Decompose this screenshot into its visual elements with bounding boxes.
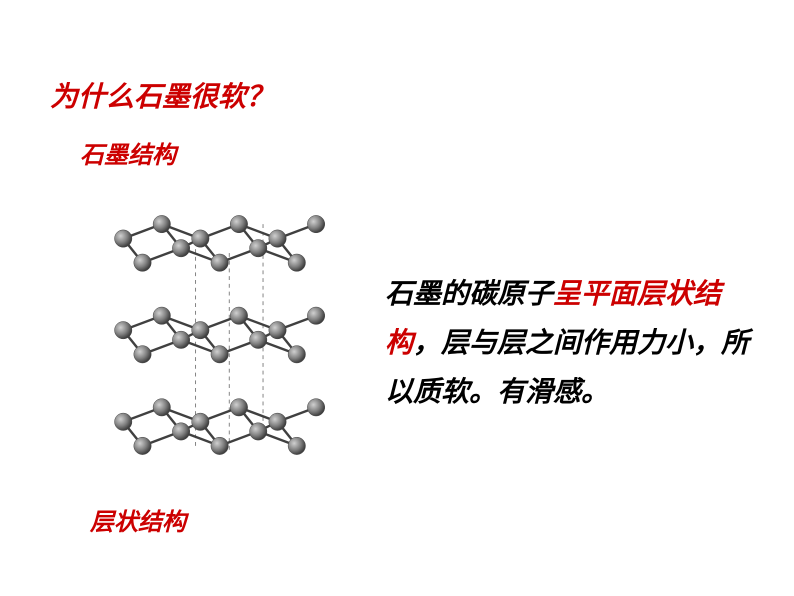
diagram-caption: 层状结构 [90,502,186,537]
body-text-part2: ，层与层之间作用力小，所以质软。有滑感。 [385,328,749,408]
graphite-structure-diagram [75,195,345,475]
body-paragraph: 石墨的碳原子呈平面层状结构，层与层之间作用力小，所以质软。有滑感。 [385,270,755,417]
molecular-diagram-svg [75,195,345,475]
page-title: 为什么石墨很软？ [50,75,274,115]
body-text-part1: 石墨的碳原子 [385,279,553,310]
subtitle: 石墨结构 [80,135,176,170]
